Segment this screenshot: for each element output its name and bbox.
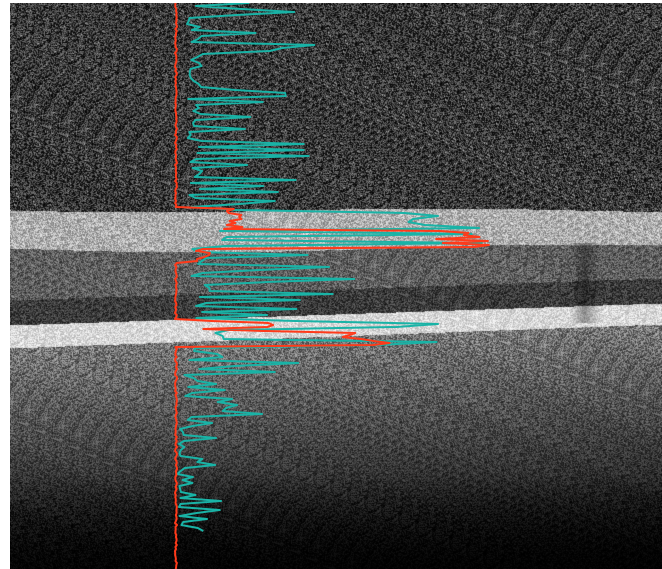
teal-intensity-profile [176,3,483,532]
red-intensity-profile [174,3,490,569]
profile-overlay [174,3,490,569]
oct-scan-image [10,3,662,569]
